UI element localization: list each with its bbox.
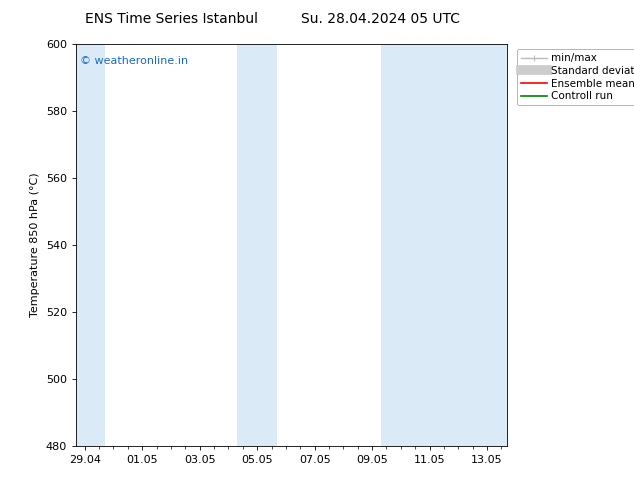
Text: © weatheronline.in: © weatheronline.in <box>81 56 188 66</box>
Text: Su. 28.04.2024 05 UTC: Su. 28.04.2024 05 UTC <box>301 12 460 26</box>
Legend: min/max, Standard deviation, Ensemble mean run, Controll run: min/max, Standard deviation, Ensemble me… <box>517 49 634 105</box>
Y-axis label: Temperature 850 hPa (°C): Temperature 850 hPa (°C) <box>30 172 40 318</box>
Text: ENS Time Series Istanbul: ENS Time Series Istanbul <box>85 12 257 26</box>
Bar <box>76 44 105 446</box>
Bar <box>381 44 507 446</box>
Bar <box>237 44 277 446</box>
